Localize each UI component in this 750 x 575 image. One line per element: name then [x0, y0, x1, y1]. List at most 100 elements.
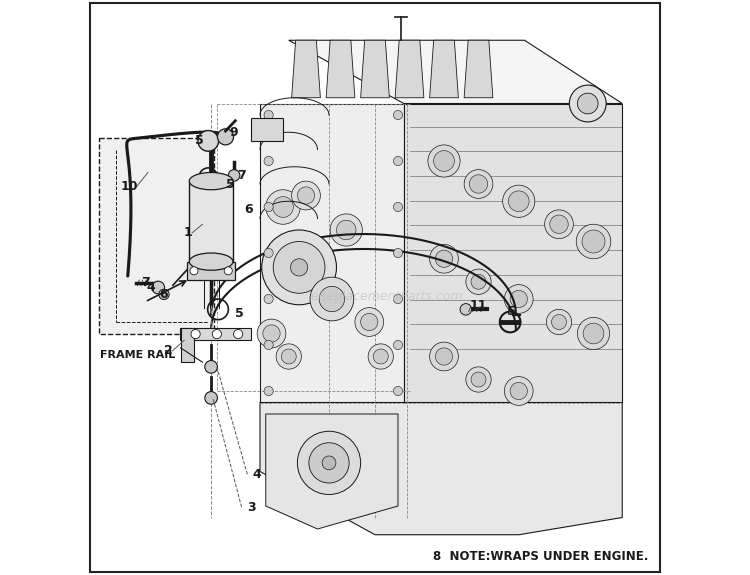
Circle shape	[471, 274, 486, 289]
Circle shape	[310, 277, 354, 321]
Text: 7: 7	[141, 277, 149, 289]
Circle shape	[224, 267, 232, 275]
Circle shape	[374, 349, 388, 364]
Ellipse shape	[189, 172, 233, 190]
Circle shape	[297, 431, 361, 494]
Circle shape	[394, 386, 403, 396]
Circle shape	[435, 250, 452, 267]
Circle shape	[233, 329, 243, 339]
Circle shape	[281, 349, 296, 364]
Circle shape	[337, 220, 356, 240]
Circle shape	[264, 248, 273, 258]
Circle shape	[276, 344, 302, 369]
Polygon shape	[179, 328, 251, 340]
Circle shape	[368, 344, 394, 369]
Text: 7: 7	[237, 169, 246, 182]
Circle shape	[355, 308, 383, 336]
Circle shape	[576, 224, 610, 259]
Polygon shape	[326, 40, 355, 98]
Text: FRAME RAIL: FRAME RAIL	[100, 350, 176, 361]
Circle shape	[264, 294, 273, 304]
Text: 5: 5	[226, 178, 235, 190]
Circle shape	[394, 156, 403, 166]
Circle shape	[466, 269, 491, 294]
Polygon shape	[260, 402, 622, 535]
Polygon shape	[266, 414, 398, 529]
Circle shape	[546, 309, 572, 335]
Circle shape	[217, 129, 233, 145]
Circle shape	[433, 151, 454, 171]
Circle shape	[292, 181, 320, 210]
Text: 5: 5	[508, 305, 516, 318]
Text: 4: 4	[146, 281, 155, 294]
Circle shape	[320, 286, 344, 312]
Circle shape	[212, 329, 221, 339]
Polygon shape	[404, 104, 622, 402]
Circle shape	[262, 325, 280, 342]
Circle shape	[297, 187, 315, 204]
Circle shape	[273, 197, 293, 217]
Text: 2: 2	[164, 344, 172, 357]
Circle shape	[503, 185, 535, 217]
Text: 10: 10	[120, 181, 138, 193]
Polygon shape	[260, 104, 404, 402]
Circle shape	[466, 367, 491, 392]
Text: 6: 6	[159, 288, 168, 301]
Circle shape	[504, 377, 533, 405]
Ellipse shape	[189, 253, 233, 270]
Circle shape	[435, 348, 452, 365]
Circle shape	[266, 190, 300, 224]
Circle shape	[264, 340, 273, 350]
Circle shape	[205, 392, 218, 404]
Circle shape	[428, 145, 460, 177]
Circle shape	[198, 131, 218, 151]
Text: 6: 6	[244, 204, 253, 216]
Circle shape	[464, 170, 493, 198]
Circle shape	[322, 456, 336, 470]
Text: 1: 1	[184, 227, 193, 239]
Circle shape	[264, 156, 273, 166]
Circle shape	[509, 191, 529, 212]
Circle shape	[394, 110, 403, 120]
Bar	[189, 181, 233, 262]
Circle shape	[264, 202, 273, 212]
Circle shape	[460, 304, 472, 315]
Circle shape	[430, 342, 458, 371]
Polygon shape	[292, 40, 320, 98]
Circle shape	[264, 110, 273, 120]
Circle shape	[190, 267, 198, 275]
Circle shape	[264, 386, 273, 396]
Circle shape	[394, 294, 403, 304]
Text: 5: 5	[236, 307, 244, 320]
Text: 11: 11	[470, 300, 488, 312]
Circle shape	[510, 290, 527, 308]
Circle shape	[191, 329, 200, 339]
Circle shape	[578, 93, 598, 114]
Polygon shape	[361, 40, 389, 98]
Bar	[187, 262, 236, 280]
Text: 4: 4	[253, 468, 262, 481]
Bar	[251, 118, 283, 141]
Circle shape	[273, 242, 325, 293]
Circle shape	[550, 215, 568, 233]
Circle shape	[152, 281, 164, 294]
Polygon shape	[430, 40, 458, 98]
Circle shape	[394, 248, 403, 258]
Polygon shape	[464, 40, 493, 98]
Circle shape	[361, 313, 378, 331]
Circle shape	[228, 170, 240, 181]
Circle shape	[262, 230, 337, 305]
Text: 3: 3	[247, 501, 256, 513]
Text: 9: 9	[230, 126, 238, 139]
Polygon shape	[99, 138, 214, 334]
Circle shape	[544, 210, 573, 239]
Text: 8  NOTE:WRAPS UNDER ENGINE.: 8 NOTE:WRAPS UNDER ENGINE.	[433, 550, 648, 563]
Circle shape	[551, 315, 566, 329]
Text: eReplacementParts.com: eReplacementParts.com	[310, 290, 463, 302]
Circle shape	[504, 285, 533, 313]
Circle shape	[578, 317, 610, 350]
Circle shape	[510, 382, 527, 400]
Polygon shape	[181, 328, 194, 362]
Circle shape	[584, 323, 604, 344]
Circle shape	[582, 230, 605, 253]
